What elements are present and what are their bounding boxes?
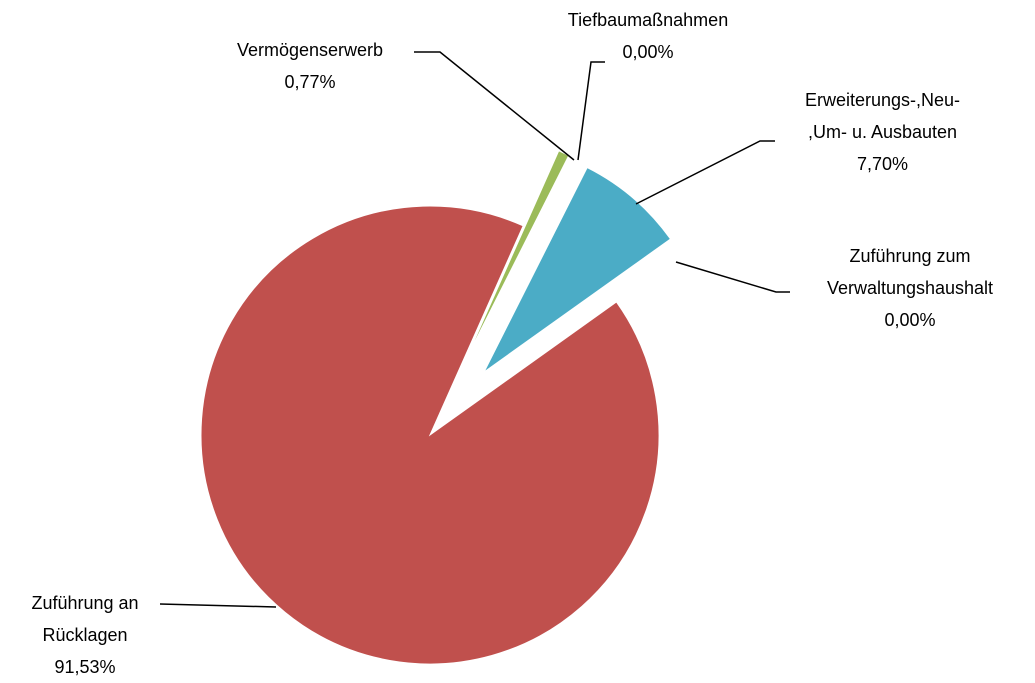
value-label: 0,00% [884,310,936,330]
leader-line [159,603,277,608]
pie-slice [483,166,672,373]
value-label: 7,70% [856,154,909,174]
data-label: Vermögenserwerb 0,77% [215,34,405,98]
category-label: Zuführung zum Verwaltungshaushalt [826,246,994,298]
data-label: Zuführung zum Verwaltungshaushalt 0,00% [790,240,1030,336]
leader-line [635,140,775,205]
data-label: Tiefbaumaßnahmen 0,00% [518,4,778,68]
data-label: Erweiterungs-,Neu- ,Um- u. Ausbauten 7,70… [795,84,970,180]
category-label: Erweiterungs-,Neu- ,Um- u. Ausbauten [804,90,961,142]
value-label: 0,00% [622,42,674,62]
category-label: Tiefbaumaßnahmen [567,10,729,30]
leader-line [577,61,605,161]
category-label: Zuführung an Rücklagen [31,593,139,645]
leader-line [675,261,790,293]
category-label: Vermögenserwerb [236,40,384,60]
data-label: Zuführung an Rücklagen 91,53% [5,587,165,683]
pie-slice [200,205,660,665]
value-label: 91,53% [54,657,116,677]
value-label: 0,77% [284,72,336,92]
leader-line [414,51,575,161]
